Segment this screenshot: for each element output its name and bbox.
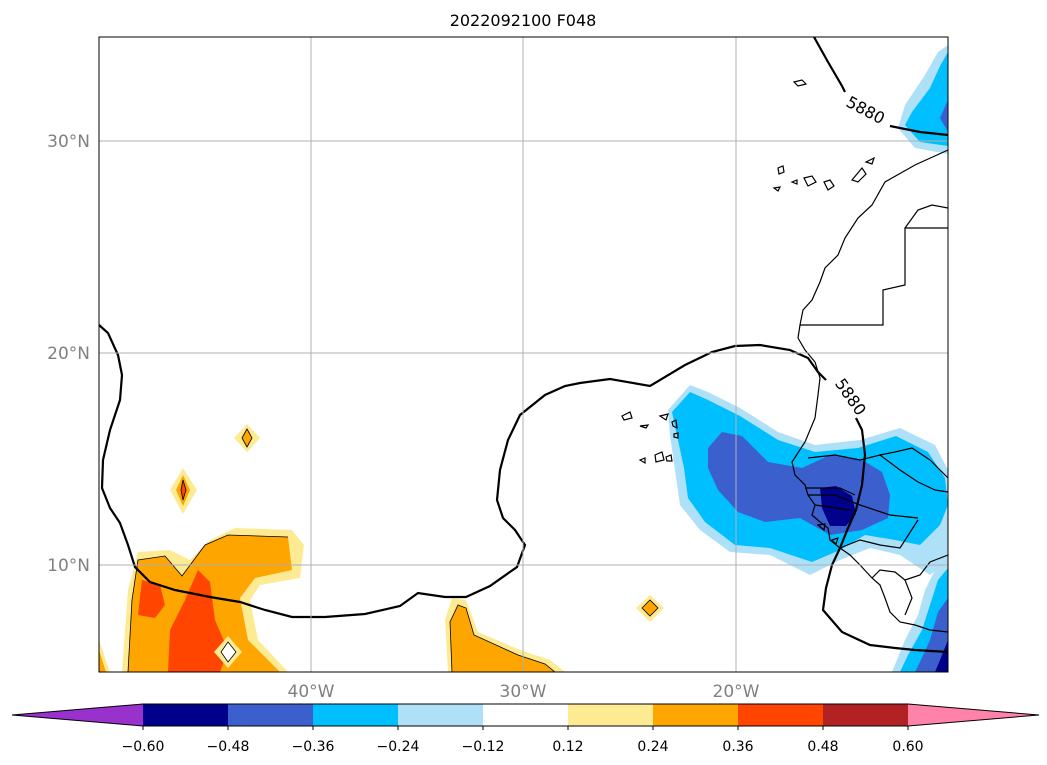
coastlines (791, 149, 948, 633)
colorbar-box (228, 704, 314, 726)
colorbar-tick-label: 0.60 (892, 739, 923, 755)
colorbar-box (823, 704, 909, 726)
colorbar-tick-label: 0.36 (722, 739, 753, 755)
colorbar-box (143, 704, 229, 726)
negative-anomaly-west-africa (668, 385, 948, 575)
colorbar-tick-label: −0.60 (122, 739, 165, 755)
colorbar-tick-label: −0.12 (462, 739, 505, 755)
colorbar-tick-label: 0.12 (552, 739, 583, 755)
colorbar-box (653, 704, 739, 726)
colorbar-tick-label: −0.24 (377, 739, 420, 755)
negative-anomaly-gulf-coast (892, 560, 948, 672)
chart-title: 2022092100 F048 (450, 11, 597, 30)
colorbar-tick-label: 0.48 (807, 739, 838, 755)
negative-anomaly-northeast (898, 45, 948, 154)
longitude-labels: 40°W 30°W 20°W (288, 682, 760, 702)
islands (621, 79, 876, 546)
positive-anomaly-west (99, 528, 304, 672)
gridlines (99, 37, 948, 672)
colorbar-box (738, 704, 824, 726)
lon-tick-label: 20°W (713, 682, 760, 702)
colorbar-tick-label: 0.24 (637, 739, 668, 755)
colorbar-box (398, 704, 484, 726)
colorbar-box (313, 704, 399, 726)
colorbar-box (568, 704, 654, 726)
lat-tick-label: 30°N (47, 132, 90, 152)
colorbar-box (483, 704, 569, 726)
lon-tick-label: 40°W (288, 682, 335, 702)
map-frame (98, 36, 949, 673)
positive-anomaly-central (445, 598, 565, 672)
anomaly-contours (127, 428, 659, 672)
lon-tick-label: 30°W (500, 682, 547, 702)
colorbar-extend-min (12, 704, 143, 726)
colorbar-tick-label: −0.48 (207, 739, 250, 755)
colorbar-extend-max (908, 704, 1039, 726)
colorbar-tick-label: −0.36 (292, 739, 335, 755)
lat-tick-label: 20°N (47, 344, 90, 364)
colorbar: −0.60 −0.48 −0.36 −0.24 −0.12 0.12 0.24 0.36 0.4… (11, 703, 1040, 755)
latitude-labels: 30°N 20°N 10°N (47, 132, 90, 576)
map-area: 5880 5880 (99, 37, 948, 672)
lat-tick-label: 10°N (47, 556, 90, 576)
